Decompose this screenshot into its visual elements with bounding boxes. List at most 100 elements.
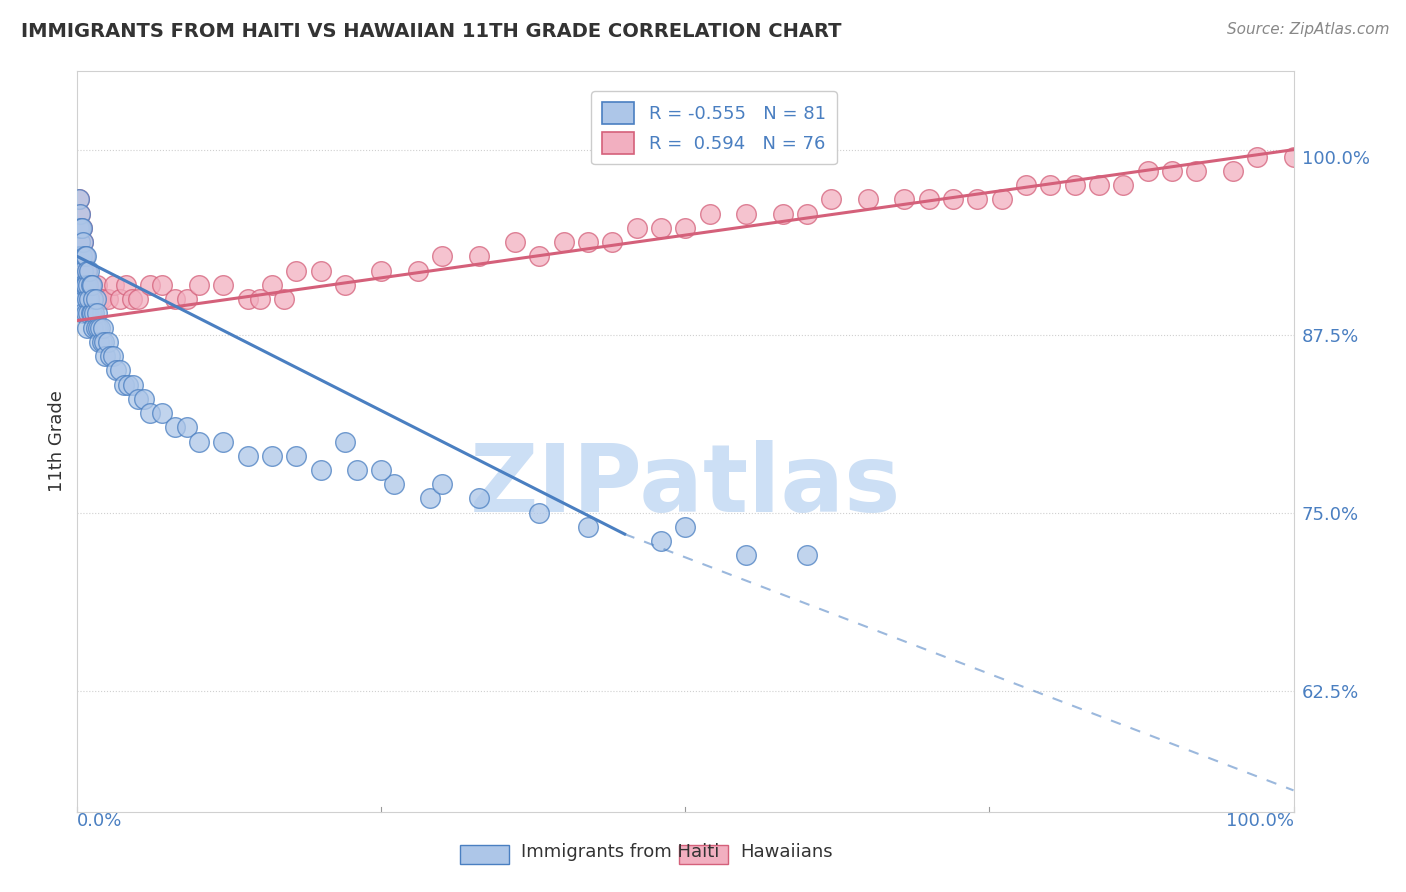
Point [735,207,758,221]
Point [273,292,295,306]
Point [430,477,453,491]
Point [70,221,93,235]
Point [576,520,599,534]
Point [1222,164,1244,178]
Point [69,277,91,292]
Point [503,235,526,250]
Point [72,235,94,250]
Text: Hawaiians: Hawaiians [740,844,832,862]
Point [966,193,988,207]
Point [772,207,794,221]
Point [1136,164,1159,178]
Point [108,292,131,306]
Point [79,292,101,306]
Point [675,221,697,235]
Point [430,250,453,264]
Y-axis label: 11th Grade: 11th Grade [48,391,66,492]
Point [77,277,100,292]
Point [70,292,93,306]
Point [93,334,115,349]
Point [75,277,97,292]
Point [80,306,103,320]
Point [76,263,98,277]
Point [67,221,90,235]
Point [1185,164,1208,178]
Point [406,263,429,277]
Point [82,320,104,334]
Point [990,193,1012,207]
Point [67,193,90,207]
Point [602,235,624,250]
Point [70,277,93,292]
Point [69,207,91,221]
Point [236,449,259,463]
Point [76,292,98,306]
Point [796,549,818,563]
Point [285,449,308,463]
Point [80,306,103,320]
Point [79,263,101,277]
Point [70,250,93,264]
Text: ZIPatlas: ZIPatlas [470,440,901,532]
Point [67,221,90,235]
Point [73,277,96,292]
Point [75,250,97,264]
Text: Immigrants from Haiti: Immigrants from Haiti [522,844,720,862]
Legend: R = -0.555   N = 81, R =  0.594   N = 76: R = -0.555 N = 81, R = 0.594 N = 76 [591,92,837,164]
Point [152,277,174,292]
Point [1282,150,1305,164]
Point [84,292,107,306]
Point [80,277,103,292]
Point [735,549,758,563]
Point [67,250,90,264]
Point [77,306,100,320]
Point [72,263,94,277]
Point [121,292,143,306]
Point [699,207,721,221]
Point [73,250,96,264]
Point [370,263,392,277]
Point [67,193,90,207]
Point [152,406,174,420]
Point [108,363,131,377]
Point [69,292,91,306]
Point [1112,178,1135,193]
Point [72,235,94,250]
Point [249,292,271,306]
Point [1039,178,1062,193]
Point [893,193,915,207]
Bar [460,845,509,863]
Point [820,193,842,207]
Point [69,207,91,221]
Point [260,449,283,463]
Point [94,349,117,363]
Point [212,434,235,449]
Text: IMMIGRANTS FROM HAITI VS HAWAIIAN 11TH GRADE CORRELATION CHART: IMMIGRANTS FROM HAITI VS HAWAIIAN 11TH G… [21,22,842,41]
Point [72,263,94,277]
Point [112,377,135,392]
Point [127,292,149,306]
Point [91,320,114,334]
Point [1063,178,1085,193]
Point [101,349,124,363]
Point [139,277,162,292]
Point [84,320,107,334]
Point [70,250,93,264]
Point [90,292,112,306]
Point [309,463,332,477]
Point [69,235,91,250]
Point [87,320,110,334]
Point [467,250,489,264]
Point [75,306,97,320]
Point [122,377,145,392]
Point [77,277,100,292]
Point [86,277,108,292]
Point [75,263,97,277]
Text: 100.0%: 100.0% [1226,812,1294,830]
Point [285,263,308,277]
Point [163,292,186,306]
Point [370,463,392,477]
Point [675,520,697,534]
Point [82,292,104,306]
Bar [679,845,728,863]
